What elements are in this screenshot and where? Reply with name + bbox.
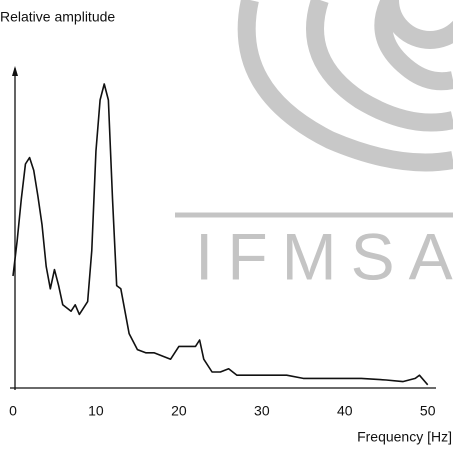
watermark-arcs (237, 0, 453, 172)
x-tick-label: 40 (337, 403, 353, 419)
x-tick-label: 30 (254, 403, 270, 419)
y-axis-arrow (12, 66, 18, 76)
x-axis-label: Frequency [Hz] (357, 429, 452, 445)
x-tick-label: 0 (9, 403, 17, 419)
x-tick-label: 20 (171, 403, 187, 419)
arc (374, 0, 453, 91)
x-tick-label: 10 (88, 403, 104, 419)
x-tick-label: 50 (420, 403, 436, 419)
spectrum-line (12, 83, 429, 386)
arc (237, 0, 453, 172)
arc (381, 0, 453, 49)
arc (306, 0, 453, 132)
y-axis-label: Relative amplitude (0, 9, 115, 25)
watermark-text: IFMSA (195, 219, 453, 293)
